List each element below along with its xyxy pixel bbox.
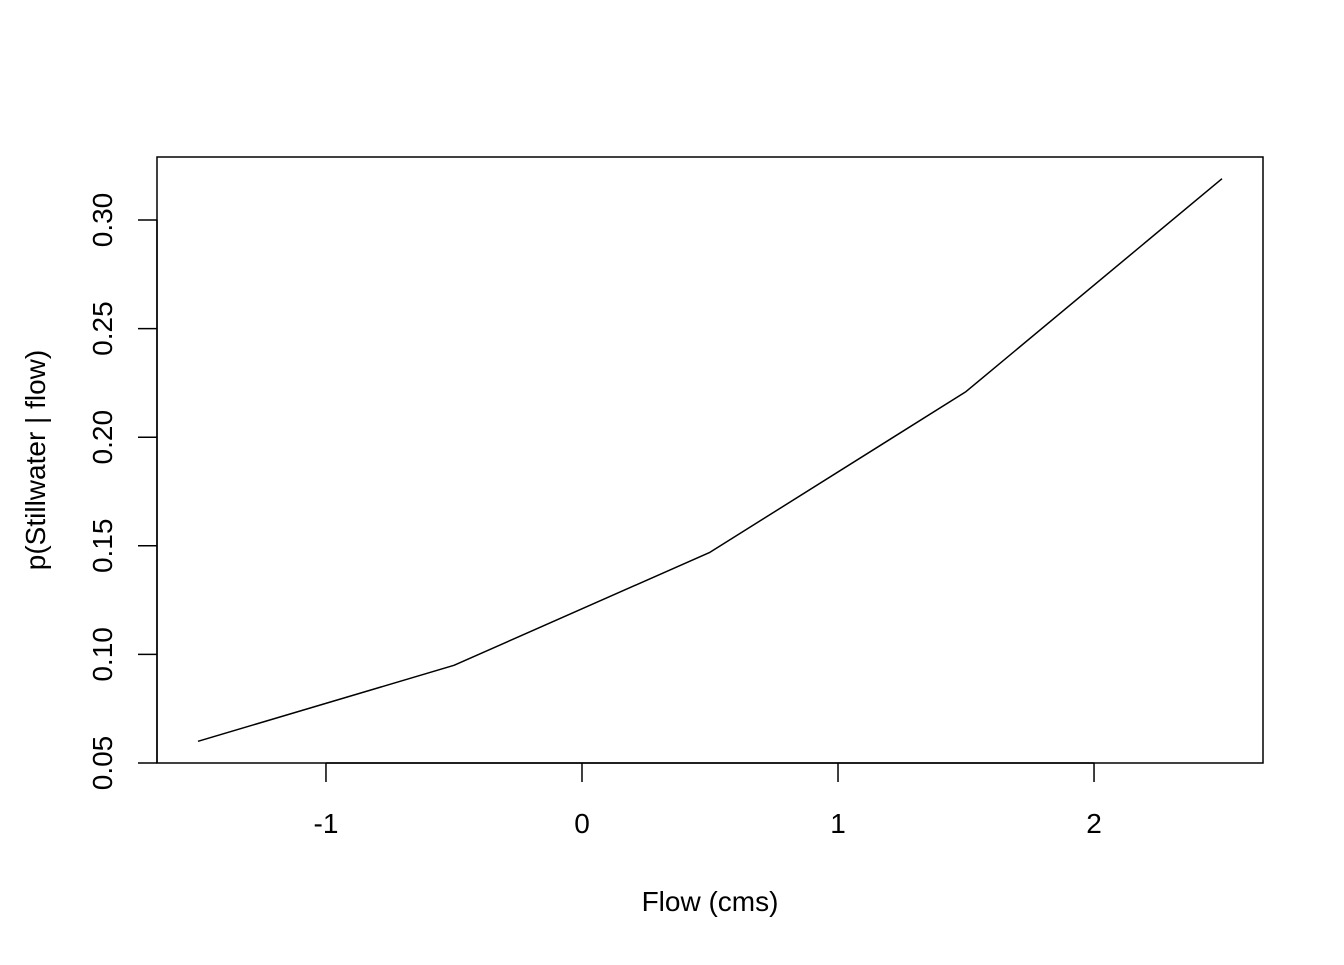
x-tick-label: 2 xyxy=(1086,808,1102,839)
y-tick-label: 0.10 xyxy=(87,627,118,682)
y-tick-label: 0.05 xyxy=(87,736,118,791)
y-tick-label: 0.20 xyxy=(87,410,118,465)
y-axis-title: p(Stillwater | flow) xyxy=(20,350,51,570)
x-tick-label: 0 xyxy=(574,808,590,839)
y-tick-label: 0.30 xyxy=(87,193,118,248)
series-line-1 xyxy=(197,178,1223,743)
x-tick-label: -1 xyxy=(314,808,339,839)
y-tick-label: 0.15 xyxy=(87,519,118,574)
plot-area-frame xyxy=(156,156,1264,764)
y-tick-label: 0.25 xyxy=(87,301,118,356)
x-axis-title: Flow (cms) xyxy=(642,886,779,917)
x-tick-label: 1 xyxy=(830,808,846,839)
